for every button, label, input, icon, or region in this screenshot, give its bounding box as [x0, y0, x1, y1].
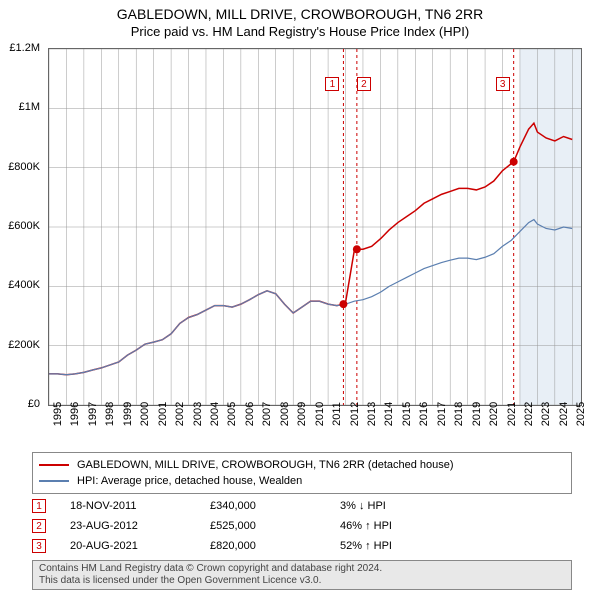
y-tick-label: £1M	[19, 101, 40, 113]
x-tick-label: 2023	[540, 402, 552, 426]
sale-delta: 46% ↑ HPI	[340, 520, 440, 532]
x-tick-label: 2013	[366, 402, 378, 426]
y-tick-label: £200K	[8, 339, 40, 351]
chart-container: GABLEDOWN, MILL DRIVE, CROWBOROUGH, TN6 …	[0, 0, 600, 590]
x-tick-label: 2009	[296, 402, 308, 426]
legend: GABLEDOWN, MILL DRIVE, CROWBOROUGH, TN6 …	[32, 452, 572, 494]
sale-price: £820,000	[210, 540, 340, 552]
x-tick-label: 2015	[401, 402, 413, 426]
sale-date: 20-AUG-2021	[70, 540, 210, 552]
x-tick-label: 2006	[244, 402, 256, 426]
sale-price: £525,000	[210, 520, 340, 532]
x-tick-label: 2008	[279, 402, 291, 426]
sale-row: 3 20-AUG-2021£820,00052% ↑ HPI	[32, 536, 572, 556]
x-tick-label: 1995	[52, 402, 64, 426]
x-tick-label: 2018	[453, 402, 465, 426]
x-tick-label: 2025	[575, 402, 587, 426]
x-tick-label: 1996	[69, 402, 81, 426]
sale-row-marker: 3	[32, 539, 46, 553]
y-tick-label: £400K	[8, 279, 40, 291]
sale-delta: 3% ↓ HPI	[340, 500, 440, 512]
x-tick-label: 2019	[471, 402, 483, 426]
sale-row: 2 23-AUG-2012£525,00046% ↑ HPI	[32, 516, 572, 536]
y-axis-labels: £0£200K£400K£600K£800K£1M£1.2M	[0, 48, 44, 406]
x-tick-label: 2002	[174, 402, 186, 426]
legend-label: GABLEDOWN, MILL DRIVE, CROWBOROUGH, TN6 …	[77, 459, 454, 471]
legend-swatch	[39, 464, 69, 466]
footer: Contains HM Land Registry data © Crown c…	[32, 560, 572, 590]
x-axis-labels: 1995199619971998199920002001200220032004…	[48, 410, 582, 450]
x-tick-label: 2004	[209, 402, 221, 426]
y-tick-label: £1.2M	[9, 42, 40, 54]
x-tick-label: 1999	[122, 402, 134, 426]
legend-item: HPI: Average price, detached house, Weal…	[39, 473, 565, 489]
chart-title: GABLEDOWN, MILL DRIVE, CROWBOROUGH, TN6 …	[0, 6, 600, 22]
footer-line2: This data is licensed under the Open Gov…	[39, 575, 565, 587]
x-tick-label: 2024	[558, 402, 570, 426]
sale-price: £340,000	[210, 500, 340, 512]
x-tick-label: 1997	[87, 402, 99, 426]
legend-swatch	[39, 480, 69, 482]
sales-table: 1 18-NOV-2011£340,0003% ↓ HPI 2 23-AUG-2012…	[32, 496, 572, 556]
y-tick-label: £0	[28, 398, 40, 410]
sale-marker-2: 2	[357, 77, 371, 91]
x-tick-label: 2005	[226, 402, 238, 426]
x-tick-label: 2003	[192, 402, 204, 426]
legend-item: GABLEDOWN, MILL DRIVE, CROWBOROUGH, TN6 …	[39, 457, 565, 473]
sale-marker-1: 1	[325, 77, 339, 91]
sale-marker-3: 3	[496, 77, 510, 91]
sale-date: 23-AUG-2012	[70, 520, 210, 532]
x-tick-label: 2000	[139, 402, 151, 426]
x-tick-label: 2016	[418, 402, 430, 426]
x-tick-label: 2012	[349, 402, 361, 426]
x-tick-label: 2007	[261, 402, 273, 426]
x-tick-label: 2011	[331, 402, 343, 426]
x-tick-label: 2017	[436, 402, 448, 426]
sale-row: 1 18-NOV-2011£340,0003% ↓ HPI	[32, 496, 572, 516]
sale-row-marker: 2	[32, 519, 46, 533]
x-tick-label: 2022	[523, 402, 535, 426]
sale-row-marker: 1	[32, 499, 46, 513]
sale-delta: 52% ↑ HPI	[340, 540, 440, 552]
x-tick-label: 2001	[157, 402, 169, 426]
y-tick-label: £800K	[8, 161, 40, 173]
x-tick-label: 2020	[488, 402, 500, 426]
x-tick-label: 2010	[314, 402, 326, 426]
legend-label: HPI: Average price, detached house, Weal…	[77, 475, 302, 487]
footer-line1: Contains HM Land Registry data © Crown c…	[39, 563, 565, 575]
x-tick-label: 2014	[383, 402, 395, 426]
x-tick-label: 2021	[506, 402, 518, 426]
y-tick-label: £600K	[8, 220, 40, 232]
sale-date: 18-NOV-2011	[70, 500, 210, 512]
chart-subtitle: Price paid vs. HM Land Registry's House …	[0, 24, 600, 39]
chart-plot-area: 1 2 3	[48, 48, 582, 406]
x-tick-label: 1998	[104, 402, 116, 426]
title-block: GABLEDOWN, MILL DRIVE, CROWBOROUGH, TN6 …	[0, 0, 600, 39]
chart-svg	[49, 49, 581, 405]
